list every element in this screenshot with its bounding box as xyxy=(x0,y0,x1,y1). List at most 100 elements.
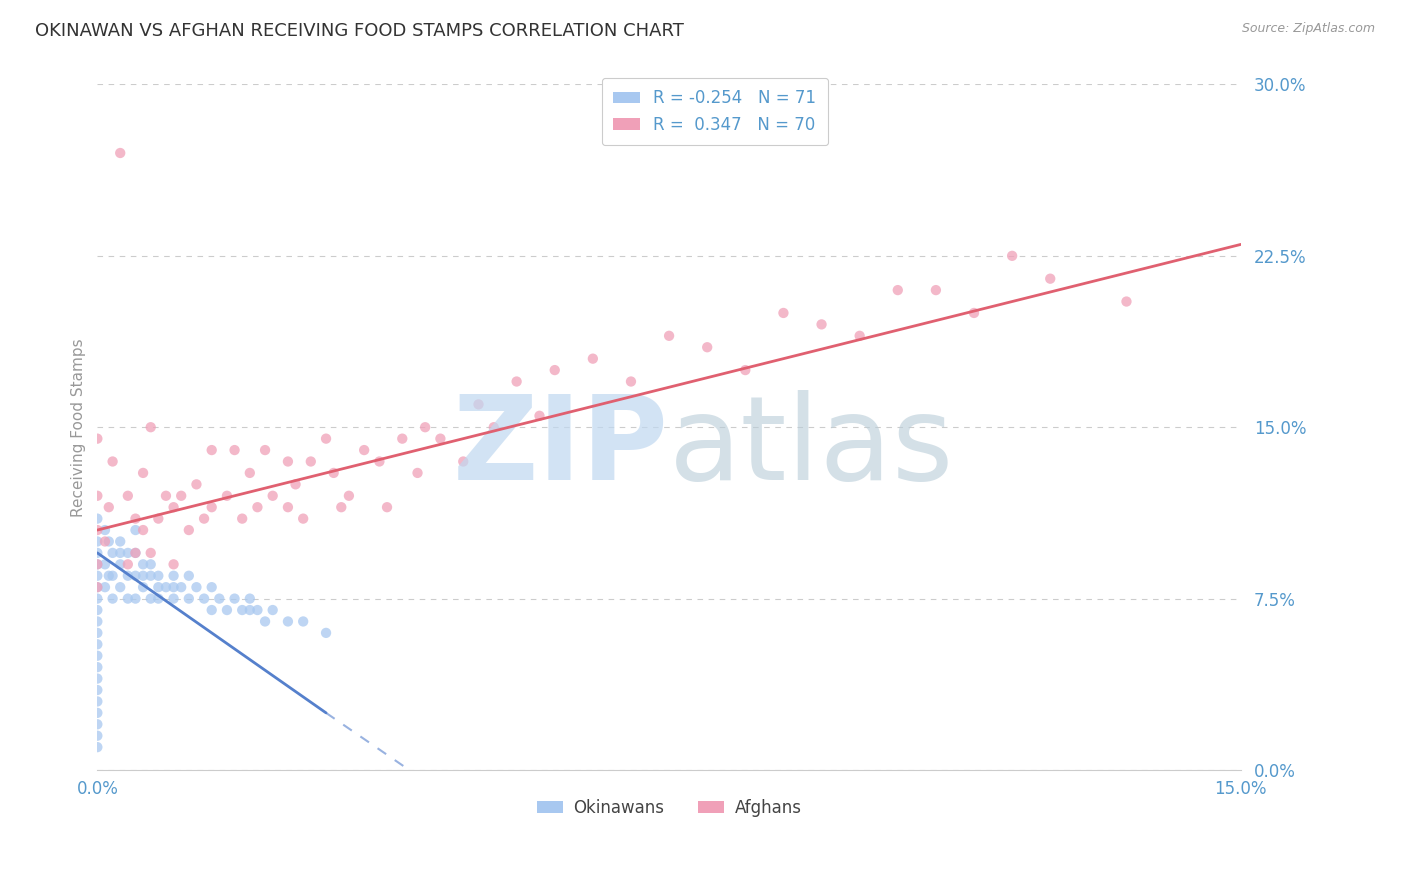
Point xyxy=(110,580,132,594)
Point xyxy=(117,489,139,503)
Point xyxy=(162,558,184,572)
Point xyxy=(177,591,200,606)
Point xyxy=(86,660,108,674)
Point xyxy=(86,729,108,743)
Point xyxy=(110,534,132,549)
Point xyxy=(86,626,108,640)
Point xyxy=(544,363,567,377)
Point xyxy=(239,603,262,617)
Point xyxy=(170,489,193,503)
Point xyxy=(162,591,184,606)
Point xyxy=(97,568,120,582)
Point xyxy=(315,432,337,446)
Point xyxy=(94,558,117,572)
Point xyxy=(148,568,170,582)
Point xyxy=(148,580,170,594)
Point xyxy=(262,489,284,503)
Point xyxy=(86,546,108,560)
Point xyxy=(925,283,948,297)
Point xyxy=(132,466,155,480)
Point xyxy=(86,534,108,549)
Point xyxy=(337,489,360,503)
Point xyxy=(117,568,139,582)
Point xyxy=(162,568,184,582)
Point xyxy=(734,363,756,377)
Point xyxy=(505,375,527,389)
Point xyxy=(117,558,139,572)
Point xyxy=(139,591,162,606)
Point xyxy=(772,306,794,320)
Point xyxy=(139,420,162,434)
Point xyxy=(117,546,139,560)
Point xyxy=(353,443,375,458)
Point xyxy=(132,558,155,572)
Point xyxy=(193,511,215,525)
Point xyxy=(201,580,224,594)
Point xyxy=(101,454,124,468)
Y-axis label: Receiving Food Stamps: Receiving Food Stamps xyxy=(72,338,86,516)
Point xyxy=(101,568,124,582)
Point xyxy=(201,443,224,458)
Point xyxy=(292,511,315,525)
Point xyxy=(86,580,108,594)
Point xyxy=(86,672,108,686)
Point xyxy=(94,523,117,537)
Point xyxy=(162,500,184,515)
Point xyxy=(1001,249,1024,263)
Point xyxy=(963,306,986,320)
Point xyxy=(277,500,299,515)
Point xyxy=(132,580,155,594)
Point xyxy=(262,603,284,617)
Point xyxy=(86,717,108,731)
Point xyxy=(177,523,200,537)
Point xyxy=(391,432,413,446)
Point xyxy=(887,283,910,297)
Point xyxy=(86,523,108,537)
Point xyxy=(277,615,299,629)
Point xyxy=(215,603,238,617)
Point xyxy=(254,443,277,458)
Point xyxy=(482,420,505,434)
Point xyxy=(97,500,120,515)
Point xyxy=(86,489,108,503)
Point xyxy=(94,534,117,549)
Point xyxy=(162,580,184,594)
Point xyxy=(315,626,337,640)
Point xyxy=(201,603,224,617)
Point xyxy=(124,568,146,582)
Point xyxy=(170,580,193,594)
Point xyxy=(124,523,146,537)
Point xyxy=(224,591,246,606)
Point xyxy=(101,546,124,560)
Text: atlas: atlas xyxy=(669,391,955,505)
Point xyxy=(277,454,299,468)
Point xyxy=(110,558,132,572)
Point xyxy=(110,546,132,560)
Point xyxy=(810,318,832,332)
Point xyxy=(246,603,269,617)
Point xyxy=(94,580,117,594)
Point xyxy=(86,511,108,525)
Point xyxy=(86,603,108,617)
Point xyxy=(177,568,200,582)
Point xyxy=(86,637,108,651)
Point xyxy=(101,591,124,606)
Point xyxy=(254,615,277,629)
Point xyxy=(284,477,307,491)
Point xyxy=(86,648,108,663)
Point xyxy=(246,500,269,515)
Point xyxy=(224,443,246,458)
Point xyxy=(132,523,155,537)
Point xyxy=(406,466,429,480)
Point xyxy=(97,534,120,549)
Point xyxy=(139,546,162,560)
Point xyxy=(139,568,162,582)
Point xyxy=(86,615,108,629)
Text: OKINAWAN VS AFGHAN RECEIVING FOOD STAMPS CORRELATION CHART: OKINAWAN VS AFGHAN RECEIVING FOOD STAMPS… xyxy=(35,22,685,40)
Text: ZIP: ZIP xyxy=(453,391,669,505)
Point xyxy=(429,432,451,446)
Point xyxy=(132,568,155,582)
Point xyxy=(201,500,224,515)
Point xyxy=(124,546,146,560)
Point xyxy=(86,740,108,755)
